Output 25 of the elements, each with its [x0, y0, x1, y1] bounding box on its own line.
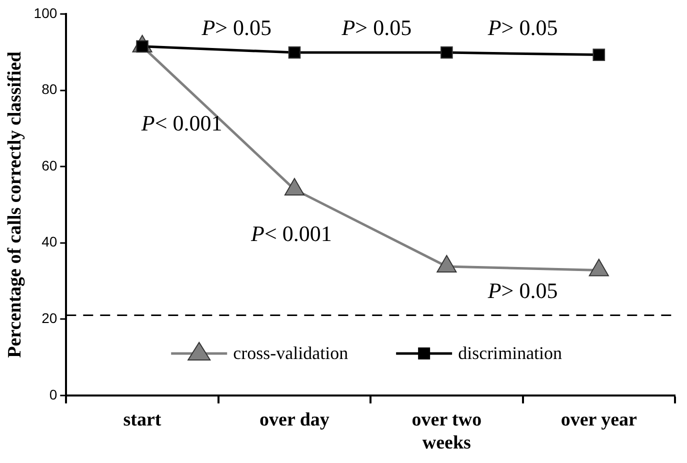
point	[436, 254, 457, 272]
legend-label: cross-validation	[233, 343, 348, 364]
y-tick-label: 80	[42, 81, 58, 98]
x-tick-label: over two weeks	[412, 410, 482, 454]
annotation: P> 0.05	[486, 278, 558, 304]
y-tick-label: 100	[34, 4, 58, 21]
point	[588, 258, 609, 276]
point	[440, 46, 453, 59]
y-tick-label: 40	[42, 234, 58, 250]
y-axis-title: Percentage of calls correctly classified	[4, 51, 26, 358]
y-tick-label: 0	[49, 386, 58, 402]
point	[284, 178, 304, 196]
point	[288, 46, 301, 59]
annotation: P> 0.05	[340, 15, 412, 40]
x-tick-label: over year	[560, 410, 638, 431]
annotation: P> 0.05	[200, 15, 272, 40]
y-tick-label: 60	[42, 157, 58, 174]
annotation: P< 0.001	[140, 110, 222, 136]
x-tick-label: over day	[260, 410, 330, 431]
x-tick-label: start	[123, 410, 162, 431]
y-tick-label: 20	[42, 310, 58, 326]
annotation: P> 0.05	[486, 15, 558, 40]
point	[592, 48, 606, 61]
legend-label: discrimination	[458, 343, 562, 364]
annotation: P< 0.001	[250, 220, 332, 246]
